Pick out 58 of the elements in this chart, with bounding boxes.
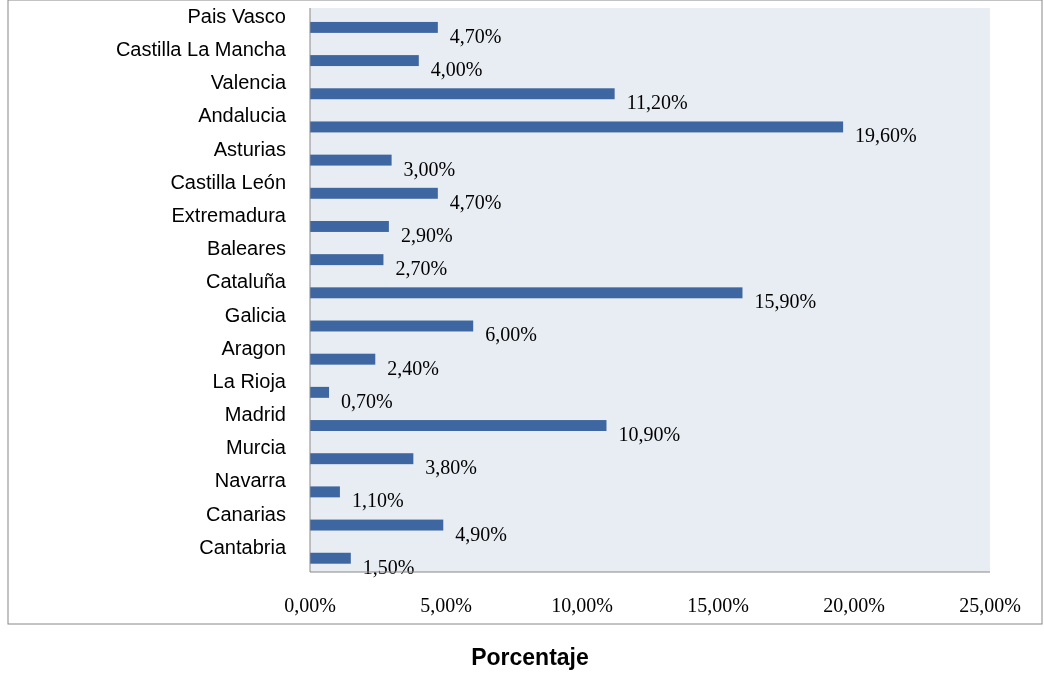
- y-tick-label: Cataluña: [205, 270, 287, 293]
- x-tick-label: 20,00%: [823, 594, 885, 616]
- data-label: 11,20%: [626, 91, 688, 114]
- data-label: 4,90%: [455, 522, 507, 545]
- x-tick-label: 25,00%: [959, 594, 1021, 616]
- y-tick-label: Baleares: [207, 237, 286, 260]
- x-tick-label: 10,00%: [551, 594, 613, 616]
- x-tick-label: 5,00%: [420, 594, 472, 616]
- y-tick-label: Valencia: [210, 71, 287, 94]
- y-tick-label: Castilla La Mancha: [115, 38, 287, 61]
- bar: [310, 453, 414, 465]
- data-label: 3,00%: [403, 157, 456, 180]
- bar: [310, 154, 392, 166]
- bar: [310, 88, 615, 100]
- data-label: 2,90%: [400, 223, 453, 246]
- y-tick-label: Madrid: [224, 403, 286, 426]
- y-tick-label: Canarias: [205, 502, 286, 525]
- bar: [310, 287, 743, 299]
- bar: [310, 254, 384, 266]
- data-label: 19,60%: [855, 124, 917, 147]
- data-label: 2,40%: [387, 356, 439, 379]
- data-label: 6,00%: [485, 323, 537, 346]
- x-axis-title: Porcentaje: [471, 644, 589, 670]
- bar: [310, 353, 376, 365]
- data-label: 1,10%: [351, 489, 404, 512]
- bar: [310, 55, 419, 67]
- bar: [310, 187, 438, 199]
- bar: [310, 21, 438, 33]
- y-tick-label: Extremadura: [171, 203, 287, 226]
- data-label: 1,50%: [362, 555, 415, 578]
- data-label: 2,70%: [395, 257, 448, 280]
- x-tick-label: 0,00%: [284, 594, 336, 616]
- y-tick-label: La Rioja: [212, 369, 287, 392]
- bar: [310, 420, 607, 431]
- data-label: 4,70%: [449, 24, 502, 47]
- data-label: 10,90%: [618, 423, 681, 445]
- x-tick-label: 15,00%: [687, 594, 749, 616]
- y-tick-label: Pais Vasco: [187, 4, 286, 27]
- bar: [310, 320, 474, 332]
- bar: [310, 552, 351, 564]
- bar: [310, 220, 389, 232]
- y-tick-label: Aragon: [221, 336, 286, 359]
- data-label: 3,80%: [425, 456, 478, 479]
- y-tick-label: Andalucia: [198, 104, 287, 127]
- y-tick-label: Cantabria: [199, 535, 287, 558]
- data-label: 4,70%: [449, 190, 502, 213]
- data-label: 0,70%: [341, 389, 393, 412]
- data-label: 15,90%: [754, 290, 817, 313]
- bar: [310, 519, 444, 531]
- y-tick-label: Asturias: [213, 137, 286, 160]
- y-tick-label: Castilla León: [170, 170, 286, 193]
- data-label: 4,00%: [430, 58, 483, 81]
- bar: [310, 486, 340, 498]
- y-tick-label: Galicia: [224, 303, 287, 326]
- y-tick-label: Navarra: [214, 469, 287, 492]
- bar: [310, 386, 330, 398]
- bar: [310, 121, 844, 133]
- y-tick-label: Murcia: [225, 436, 287, 459]
